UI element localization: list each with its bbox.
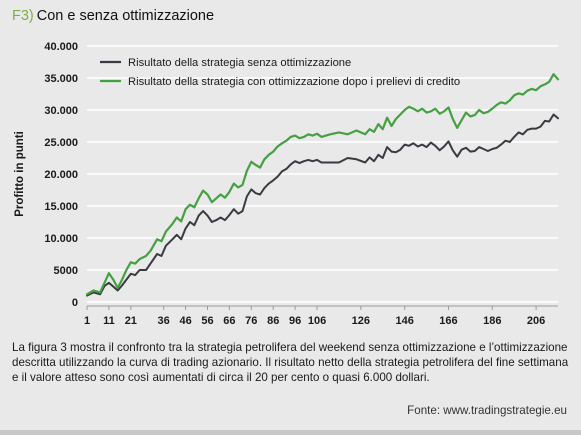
legend-label-0: Risultato della strategia senza ottimizz…: [128, 57, 351, 69]
y-tick-label: 35.000: [44, 73, 78, 85]
x-tick-label: 76: [245, 315, 257, 327]
x-tick-label: 21: [125, 315, 137, 327]
figure-source: Fonte: www.tradingstrategie.eu: [407, 404, 567, 417]
series-line-0: [86, 113, 559, 297]
y-tick-label: 40.000: [44, 41, 78, 53]
figure-number: F3): [12, 8, 34, 24]
figure-caption: La figura 3 mostra il confronto tra la s…: [12, 341, 569, 385]
legend-label-1: Risultato della strategia con ottimizzaz…: [128, 76, 460, 88]
y-tick-label: 20.000: [44, 169, 78, 181]
x-tick-label: 46: [179, 315, 191, 327]
legend: Risultato della strategia senza ottimizz…: [100, 57, 460, 88]
x-tick-label: 36: [158, 315, 170, 327]
y-tick-label: 15.000: [44, 201, 78, 213]
series-line-1: [85, 73, 560, 296]
series-layer: [85, 73, 560, 297]
grid-layer: [87, 45, 558, 303]
y-axis-label: Profitto in punti: [14, 131, 26, 217]
figure-title: F3) Con e senza ottimizzazione: [12, 8, 214, 24]
y-tick-label: 30.000: [44, 105, 78, 117]
y-tick-label: 0: [72, 297, 78, 309]
x-tick-label: 106: [308, 315, 326, 327]
x-tick-label: 126: [352, 315, 370, 327]
figure-title-text: Con e senza ottimizzazione: [36, 8, 215, 24]
y-tick-label: 10.000: [44, 233, 78, 245]
x-tick-label: 166: [439, 315, 457, 327]
bottom-rule: [0, 430, 581, 435]
x-tick-label: 146: [395, 315, 413, 327]
x-tick-label: 206: [527, 315, 545, 327]
x-tick-label: 66: [223, 315, 235, 327]
axis-layer: 0 5000 10.000 15.000 20.000 25.000 30.000 35.00…: [14, 41, 558, 327]
x-tick-label: 96: [289, 315, 301, 327]
x-tick-label: 86: [267, 315, 279, 327]
y-tick-label: 5000: [54, 265, 78, 277]
x-tick-label: 186: [483, 315, 501, 327]
line-chart: 0 5000 10.000 15.000 20.000 25.000 30.000 35.00…: [14, 41, 560, 327]
x-tick-label: 1: [84, 315, 90, 327]
y-tick-label: 25.000: [44, 137, 78, 149]
x-tick-label: 11: [103, 315, 115, 327]
x-tick-label: 56: [201, 315, 213, 327]
